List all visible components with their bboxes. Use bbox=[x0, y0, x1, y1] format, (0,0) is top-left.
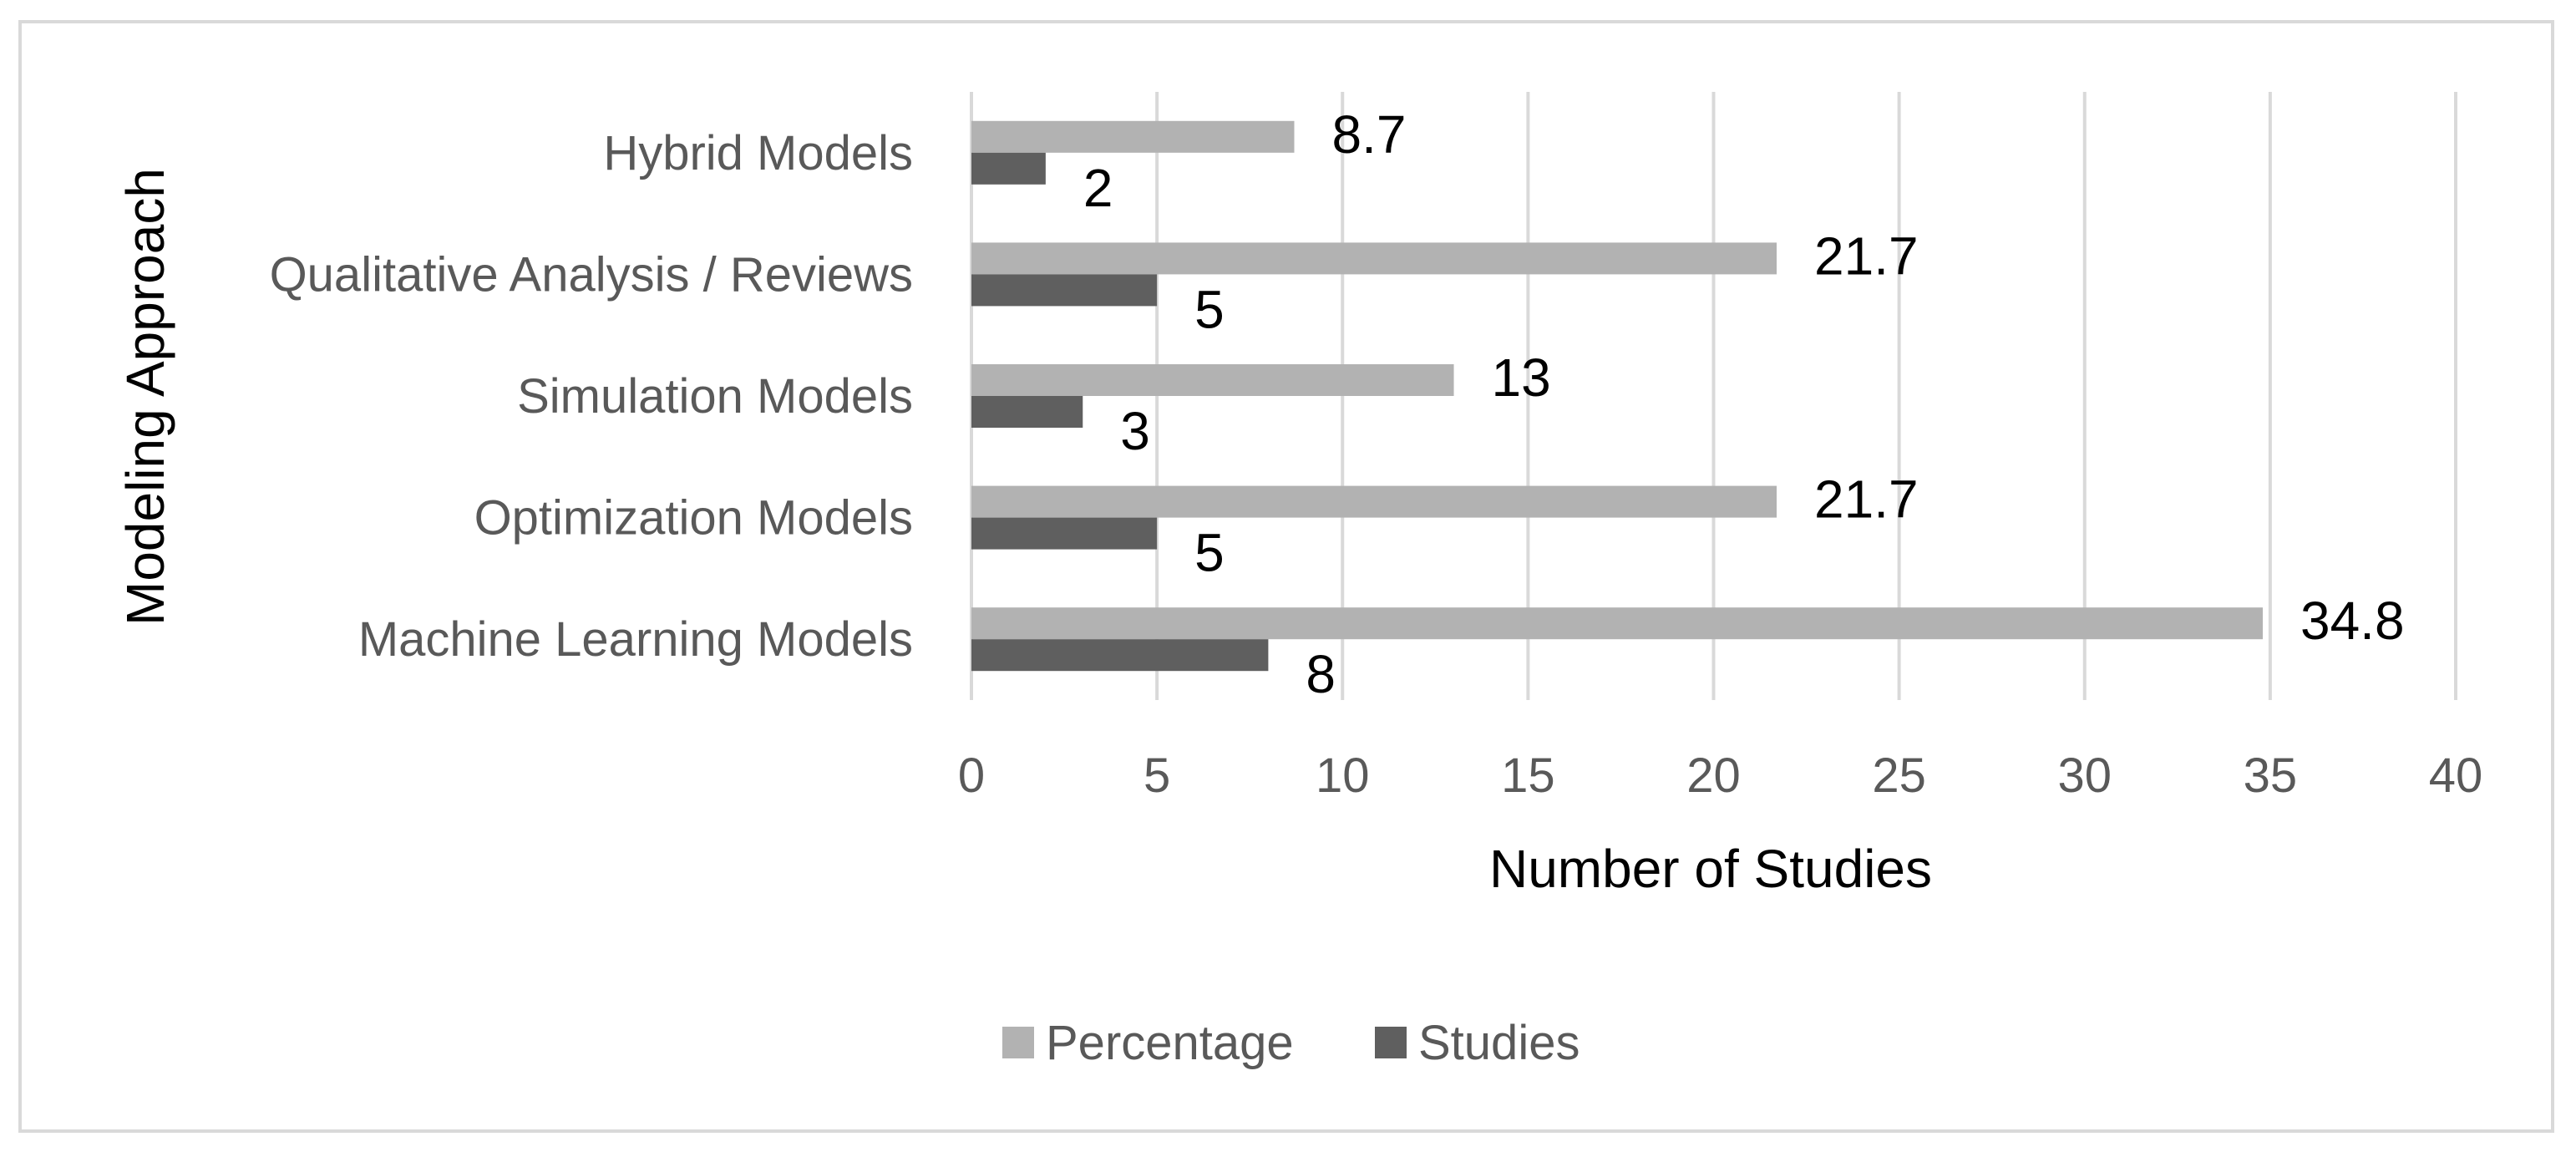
chart-frame bbox=[18, 20, 2554, 1133]
x-tick-label: 40 bbox=[2429, 748, 2483, 803]
bar-studies-1 bbox=[971, 517, 1158, 550]
data-label-percentage: 21.7 bbox=[1814, 469, 1919, 530]
bar-studies-3 bbox=[971, 274, 1158, 307]
x-tick-label: 20 bbox=[1686, 748, 1741, 803]
bar-studies-2 bbox=[971, 396, 1083, 428]
bars bbox=[971, 120, 2263, 672]
legend: Percentage Studies bbox=[1002, 1016, 1580, 1070]
category-label: Qualitative Analysis / Reviews bbox=[270, 247, 913, 302]
legend-label-percentage: Percentage bbox=[1046, 1016, 1294, 1070]
data-label-percentage: 13 bbox=[1492, 348, 1551, 408]
category-label: Hybrid Models bbox=[603, 126, 913, 180]
data-labels: 34.8 8 21.7 5 13 3 21.7 5 8.7 2 bbox=[1083, 104, 2405, 704]
data-label-percentage: 8.7 bbox=[1331, 104, 1406, 165]
x-tick-label: 5 bbox=[1143, 748, 1170, 803]
x-tick-label: 25 bbox=[1872, 748, 1926, 803]
x-tick-label: 30 bbox=[2057, 748, 2112, 803]
data-label-studies: 2 bbox=[1083, 158, 1113, 218]
legend-swatch-percentage bbox=[1002, 1027, 1034, 1058]
category-label: Simulation Models bbox=[517, 369, 913, 424]
bar-percentage-0 bbox=[971, 607, 2263, 640]
category-label: Machine Learning Models bbox=[358, 612, 913, 667]
bar-percentage-3 bbox=[971, 242, 1777, 275]
bar-percentage-2 bbox=[971, 364, 1454, 396]
legend-swatch-studies bbox=[1375, 1027, 1407, 1058]
x-axis-title: Number of Studies bbox=[1489, 839, 1932, 899]
x-tick-label: 35 bbox=[2244, 748, 2298, 803]
x-tick-label: 10 bbox=[1316, 748, 1370, 803]
legend-label-studies: Studies bbox=[1418, 1016, 1580, 1070]
gridlines bbox=[970, 92, 2457, 700]
category-labels: Machine Learning Models Optimization Mode… bbox=[270, 126, 913, 667]
x-tick-labels: 0 5 10 15 20 25 30 35 40 bbox=[958, 748, 2482, 803]
data-label-studies: 3 bbox=[1120, 401, 1150, 461]
y-axis-title: Modeling Approach bbox=[115, 168, 175, 626]
bar-percentage-1 bbox=[971, 485, 1777, 518]
x-tick-label: 0 bbox=[958, 748, 985, 803]
bar-percentage-4 bbox=[971, 120, 1295, 153]
bar-studies-0 bbox=[971, 639, 1269, 672]
x-tick-label: 15 bbox=[1501, 748, 1555, 803]
data-label-percentage: 21.7 bbox=[1814, 226, 1919, 286]
data-label-studies: 8 bbox=[1306, 644, 1336, 704]
category-label: Optimization Models bbox=[474, 491, 913, 546]
data-label-studies: 5 bbox=[1194, 523, 1225, 583]
data-label-studies: 5 bbox=[1194, 279, 1225, 339]
data-label-percentage: 34.8 bbox=[2300, 591, 2405, 651]
bar-studies-4 bbox=[971, 152, 1046, 185]
